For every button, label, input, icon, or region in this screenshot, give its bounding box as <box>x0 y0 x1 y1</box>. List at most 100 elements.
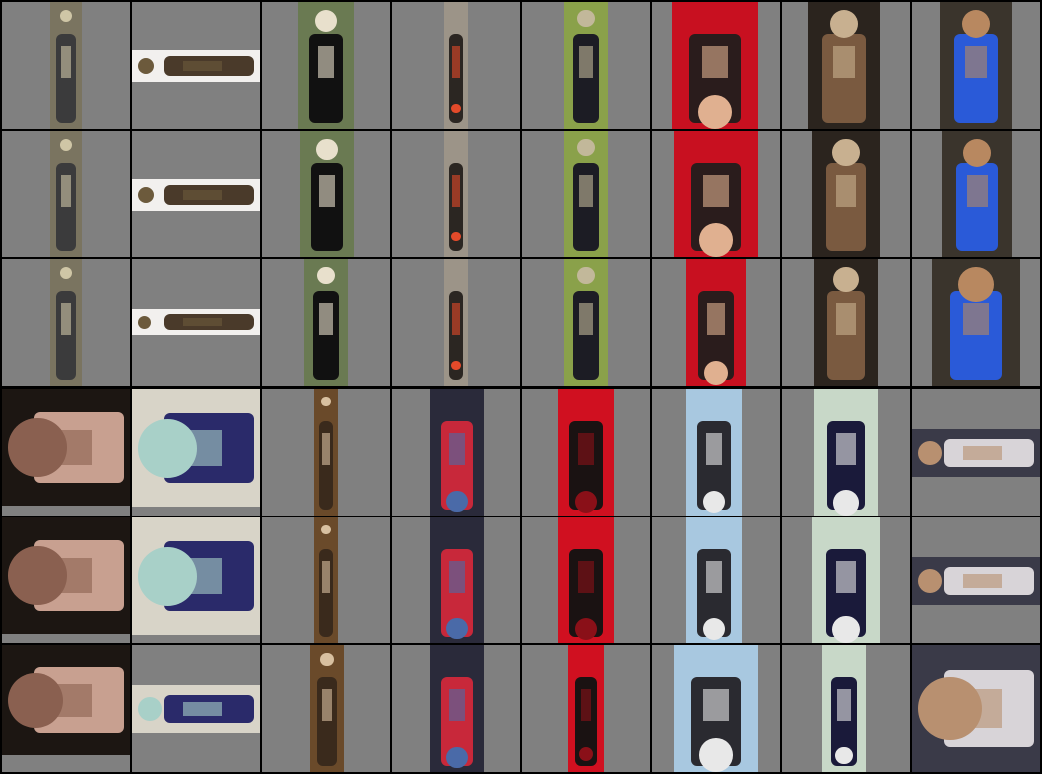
person-blue-sky-thumbnail <box>686 517 742 643</box>
grid-tile <box>652 645 780 772</box>
woman-black-jacket-thumbnail <box>300 131 354 257</box>
grid-tile <box>132 259 260 386</box>
figure-detail <box>61 175 71 207</box>
figure-head <box>138 315 152 329</box>
figure-head <box>702 490 726 513</box>
group-people-sideways-thumbnail <box>912 645 1040 772</box>
person-lying-thumbnail <box>132 309 260 335</box>
grid-tile <box>652 517 780 643</box>
people-sitting-sideways-thumbnail <box>132 685 260 733</box>
woman-black-jacket-thumbnail <box>298 2 354 129</box>
figure-detail <box>452 303 460 336</box>
grid-tile <box>2 2 130 129</box>
person-standing-thumbnail <box>50 131 82 257</box>
person-upside-down-thumbnail <box>444 259 468 386</box>
grid-tile <box>2 645 130 772</box>
figure-head <box>314 9 338 32</box>
figure-head <box>577 138 595 157</box>
figure-head <box>446 617 468 640</box>
figure-head <box>320 652 334 667</box>
person-seated-thumbnail <box>314 517 338 643</box>
figure-head <box>832 138 860 166</box>
grid-tile <box>262 517 390 643</box>
man-face-thumbnail <box>808 2 880 129</box>
two-people-upside-down-thumbnail <box>430 645 484 772</box>
person-red-top-upside-down-thumbnail <box>558 389 614 516</box>
grid-tile <box>132 131 260 257</box>
figure-detail <box>836 433 856 466</box>
figure-detail <box>322 433 330 466</box>
grid-tile <box>392 131 520 257</box>
man-blue-shirt-thumbnail <box>940 2 1012 129</box>
group-people-sideways-thumbnail <box>912 429 1040 477</box>
grid-tile <box>132 389 260 516</box>
grid-tile <box>912 131 1040 257</box>
figure-detail <box>183 318 222 326</box>
grid-tile <box>522 2 650 129</box>
figure-detail <box>837 689 851 722</box>
figure-detail <box>702 46 728 79</box>
figure-head <box>321 524 331 535</box>
figure-detail <box>835 561 857 593</box>
figure-detail <box>448 433 466 466</box>
figure-head <box>958 266 994 302</box>
figure-head <box>963 138 991 167</box>
figure-detail <box>836 303 856 336</box>
figure-head <box>835 746 853 765</box>
figure-head <box>578 746 594 761</box>
person-blue-sky-thumbnail <box>686 389 742 516</box>
woman-face-sideways-thumbnail <box>2 645 130 755</box>
figure-head <box>446 490 468 513</box>
figure-head <box>577 9 595 28</box>
grid-tile <box>652 259 780 386</box>
figure-detail <box>962 303 990 336</box>
figure-head <box>961 9 991 39</box>
figure-head <box>59 9 73 23</box>
person-standing-thumbnail <box>50 2 82 129</box>
grid-tile <box>392 2 520 129</box>
figure-head <box>574 490 598 513</box>
figure-head <box>138 58 155 74</box>
grid-tile <box>912 389 1040 516</box>
figure-detail <box>963 445 1002 461</box>
figure-head <box>832 615 860 643</box>
grid-tile <box>392 645 520 772</box>
grid-tile <box>782 389 910 516</box>
grid-tile <box>652 389 780 516</box>
grid-tile <box>392 389 520 516</box>
man-blue-shirt-thumbnail <box>942 131 1012 257</box>
grid-tile <box>2 259 130 386</box>
figure-head <box>138 546 198 606</box>
person-seated-thumbnail <box>310 645 344 772</box>
grid-tile <box>782 2 910 129</box>
figure-detail <box>321 689 333 722</box>
man-face-thumbnail <box>812 131 880 257</box>
grid-tile <box>522 259 650 386</box>
figure-detail <box>963 573 1002 589</box>
figure-detail <box>703 689 729 722</box>
figure-head <box>699 738 733 772</box>
person-walking-path-thumbnail <box>564 131 608 257</box>
figure-head <box>699 223 733 257</box>
grid-tile <box>522 517 650 643</box>
figure-head <box>833 266 859 293</box>
figure-head <box>316 138 338 161</box>
figure-detail <box>61 303 71 336</box>
figure-detail <box>705 561 723 593</box>
person-white-dress-thumbnail <box>814 389 878 516</box>
people-sitting-sideways-thumbnail <box>132 389 260 507</box>
grid-tile <box>912 259 1040 386</box>
figure-head <box>138 187 155 203</box>
figure-head <box>697 94 733 129</box>
man-face-thumbnail <box>814 259 878 386</box>
person-red-shirt-thumbnail <box>672 2 758 129</box>
figure-head <box>829 9 859 39</box>
figure-detail <box>322 561 330 593</box>
figure-head <box>138 418 198 478</box>
grid-tile <box>262 131 390 257</box>
person-lying-thumbnail <box>132 50 260 82</box>
figure-head <box>8 546 67 605</box>
person-walking-path-thumbnail <box>564 259 608 386</box>
two-people-upside-down-thumbnail <box>430 389 484 516</box>
